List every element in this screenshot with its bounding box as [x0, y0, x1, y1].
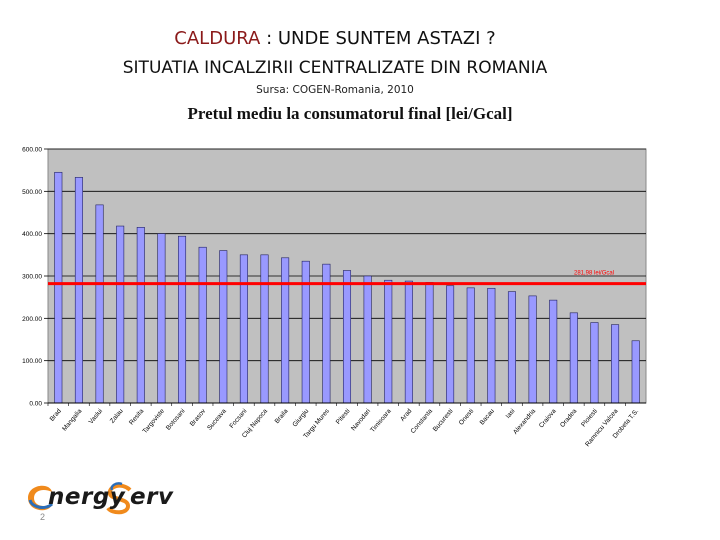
x-tick-label: Botosani	[165, 408, 187, 432]
bar	[528, 295, 537, 404]
source-note: Sursa: COGEN-Romania, 2010	[256, 84, 414, 96]
x-tick-label: Brad	[49, 407, 63, 422]
y-tick-label: 100.00	[22, 358, 42, 365]
bar	[590, 322, 599, 404]
x-tick-label: Targoviste	[142, 407, 167, 434]
slide-title-highlight: CALDURA	[174, 28, 261, 49]
y-tick-label: 0.00	[29, 401, 42, 408]
bar	[54, 171, 63, 404]
bar	[507, 291, 516, 404]
reference-label: 281,98 lei/Gcal	[574, 271, 614, 277]
bar	[260, 254, 269, 404]
bar	[487, 287, 496, 404]
logo-text-energy: nergy	[48, 484, 126, 510]
bar	[281, 257, 290, 404]
bar	[198, 246, 207, 404]
bar	[384, 279, 393, 404]
x-tick-label: Braila	[274, 407, 290, 425]
x-tick-label: Craiova	[538, 407, 558, 429]
slide-title-rest: : UNDE SUNTEM ASTAZI ?	[260, 28, 496, 49]
y-tick-label: 400.00	[22, 231, 42, 238]
energy-serv-logo: nergy erv	[22, 478, 242, 518]
x-tick-label: Timisoara	[369, 407, 393, 433]
slide-subtitle: SITUATIA INCALZIRII CENTRALIZATE DIN ROM…	[122, 58, 548, 78]
logo-text-serv: erv	[130, 484, 174, 510]
bar	[466, 287, 475, 404]
bar	[404, 280, 413, 404]
x-tick-label: Focsani	[228, 408, 248, 430]
y-tick-label: 600.00	[22, 147, 42, 154]
bar	[74, 177, 83, 404]
y-tick-label: 500.00	[22, 189, 42, 196]
x-tick-label: Ploiesti	[580, 408, 599, 429]
bar	[342, 270, 352, 404]
bar	[425, 282, 434, 404]
bar	[178, 235, 187, 404]
bar	[157, 233, 166, 404]
x-tick-label: Oradea	[559, 407, 579, 428]
x-tick-label: Bucuresti	[432, 408, 455, 433]
x-tick-label: Giurgiu	[291, 408, 310, 429]
bar	[611, 324, 620, 404]
x-tick-label: Onesti	[458, 408, 475, 427]
bar	[136, 227, 145, 404]
bar	[446, 285, 455, 404]
x-tick-label: Brasov	[189, 407, 208, 428]
x-tick-label: Vaslui	[88, 408, 104, 426]
x-tick-label: Iasi	[505, 408, 517, 420]
bar	[116, 225, 125, 404]
bar-chart: 0.00 100.00 200.00 300.00 400.00 500.00 600.00…	[22, 147, 647, 448]
page-number: 2	[40, 512, 46, 522]
bar	[363, 275, 372, 404]
bar	[95, 204, 104, 404]
bar	[569, 312, 578, 404]
bar	[239, 254, 248, 404]
slide-title: CALDURA : UNDE SUNTEM ASTAZI ?	[0, 28, 670, 49]
x-tick-label: Bacau	[479, 407, 496, 426]
chart-title: Pretul mediu la consumatorul final [lei/…	[187, 104, 513, 123]
bar	[549, 299, 558, 404]
x-tick-label: Suceava	[206, 407, 228, 431]
y-tick-label: 300.00	[22, 274, 42, 281]
bar	[219, 250, 228, 404]
x-tick-label: Mangalia	[61, 408, 84, 433]
x-tick-label: Zalau	[109, 407, 125, 424]
x-tick-label: Constanta	[410, 407, 435, 434]
logo-swoosh-icon	[28, 482, 132, 515]
x-tick-label: Arad	[399, 407, 413, 422]
y-tick-label: 200.00	[22, 316, 42, 323]
x-tick-label: Pitesti	[335, 408, 352, 426]
x-tick-label: Resita	[128, 408, 145, 427]
bar	[631, 340, 640, 404]
